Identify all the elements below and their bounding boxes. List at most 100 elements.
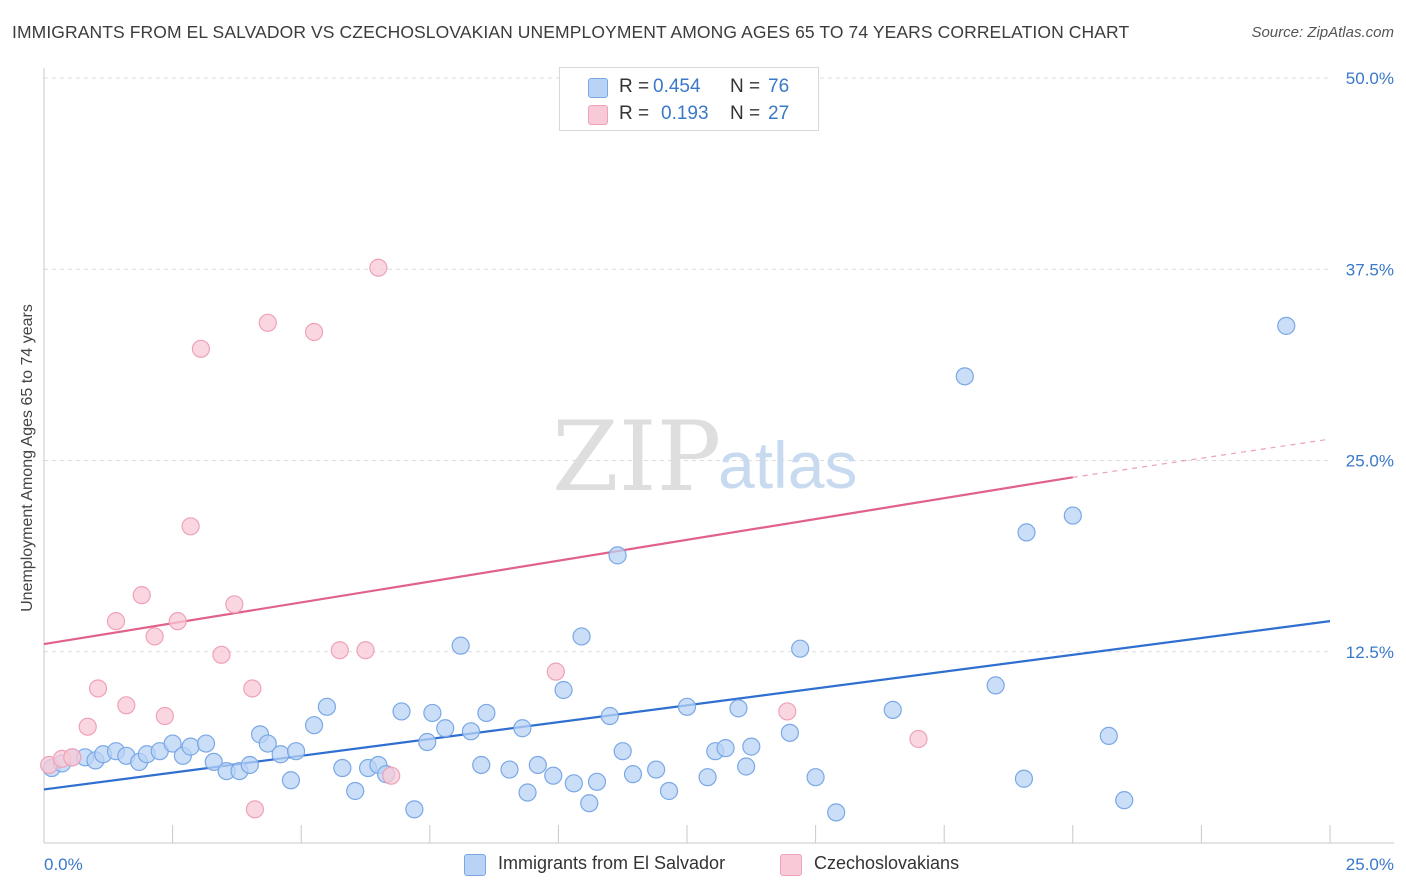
data-point-el-salvador xyxy=(698,768,717,787)
data-point-el-salvador xyxy=(317,697,337,716)
x-tick-label-max: 25.0% xyxy=(1346,855,1394,874)
trend-line-czechoslovakians-extension xyxy=(1072,438,1331,478)
data-point-czechoslovakians xyxy=(145,627,164,646)
legend-r-value: 0.193 xyxy=(661,103,709,124)
data-point-czechoslovakians xyxy=(78,717,97,736)
chart-title: IMMIGRANTS FROM EL SALVADOR VS CZECHOSLO… xyxy=(12,22,1130,42)
data-point-el-salvador xyxy=(986,676,1005,695)
data-point-el-salvador xyxy=(827,803,846,822)
data-point-el-salvador xyxy=(1115,791,1134,810)
data-point-el-salvador xyxy=(528,755,547,775)
data-point-el-salvador xyxy=(1017,523,1036,542)
data-point-czechoslovakians xyxy=(63,748,82,767)
data-point-el-salvador xyxy=(196,734,216,753)
correlation-legend: R = 0.454 N = 76 R = 0.193 N = 27 xyxy=(559,67,819,131)
data-point-el-salvador xyxy=(240,755,259,775)
data-point-czechoslovakians xyxy=(168,612,187,631)
legend-row-czechoslovakians: R = 0.193 N = 27 xyxy=(560,101,818,127)
trend-line-czechoslovakians xyxy=(43,476,1073,646)
data-point-el-salvador xyxy=(181,737,200,756)
data-point-el-salvador xyxy=(716,739,735,758)
data-point-czechoslovakians xyxy=(243,679,262,698)
y-tick-labels: 12.5% 25.0% 37.5% 50.0% xyxy=(1346,69,1394,662)
data-point-czechoslovakians xyxy=(132,586,151,605)
data-point-el-salvador xyxy=(271,745,290,764)
legend-label-czechoslovakians: Czechoslovakians xyxy=(814,853,960,873)
data-point-czechoslovakians xyxy=(382,766,401,785)
data-point-el-salvador xyxy=(392,702,411,721)
data-point-el-salvador xyxy=(742,737,761,756)
data-point-el-salvador xyxy=(608,546,627,565)
y-tick-label: 50.0% xyxy=(1346,69,1394,88)
data-point-el-salvador xyxy=(477,703,496,723)
data-point-el-salvador xyxy=(806,768,825,787)
data-point-el-salvador xyxy=(737,757,756,776)
legend-swatch-blue xyxy=(588,78,608,98)
data-point-el-salvador xyxy=(423,703,442,723)
data-point-el-salvador xyxy=(554,680,573,700)
data-point-czechoslovakians xyxy=(117,696,136,715)
legend-row-el-salvador: R = 0.454 N = 76 xyxy=(560,74,818,100)
data-point-el-salvador xyxy=(659,781,679,801)
data-point-czechoslovakians xyxy=(212,645,231,664)
legend-n-value: 76 xyxy=(768,76,790,97)
y-tick-label: 37.5% xyxy=(1346,260,1394,279)
data-point-el-salvador xyxy=(647,760,666,779)
series-legend: Immigrants from El Salvador Czechoslovak… xyxy=(0,852,1406,878)
axes xyxy=(43,68,1394,844)
data-point-el-salvador xyxy=(564,774,583,793)
data-point-czechoslovakians xyxy=(778,702,797,721)
data-point-czechoslovakians xyxy=(356,641,375,660)
data-point-el-salvador xyxy=(600,706,619,726)
data-point-czechoslovakians xyxy=(155,706,174,726)
legend-r-label: R = xyxy=(619,103,650,124)
data-point-el-salvador xyxy=(580,794,599,813)
data-point-el-salvador xyxy=(955,367,974,386)
data-point-el-salvador xyxy=(544,766,563,785)
data-point-el-salvador xyxy=(572,627,591,646)
data-point-el-salvador xyxy=(333,758,352,778)
y-tick-label: 25.0% xyxy=(1346,452,1394,471)
x-tick-label-min: 0.0% xyxy=(44,855,83,874)
data-point-el-salvador xyxy=(204,752,223,772)
legend-n-value: 27 xyxy=(768,103,790,124)
data-point-el-salvador xyxy=(1014,769,1034,788)
data-point-czechoslovakians xyxy=(258,313,277,332)
watermark-atlas: atlas xyxy=(718,428,857,502)
data-point-el-salvador xyxy=(780,723,799,742)
data-point-el-salvador xyxy=(281,771,301,790)
legend-swatch-pink xyxy=(588,105,608,125)
watermark-zip: ZIP xyxy=(552,401,721,513)
data-point-czechoslovakians xyxy=(330,641,349,660)
legend-swatch-blue xyxy=(464,854,486,876)
data-point-el-salvador xyxy=(677,697,697,716)
data-point-el-salvador xyxy=(418,732,437,752)
data-point-el-salvador xyxy=(286,742,306,761)
data-point-czechoslovakians xyxy=(225,595,244,614)
data-point-el-salvador xyxy=(587,772,607,791)
data-point-el-salvador xyxy=(163,734,182,753)
data-point-el-salvador xyxy=(513,719,532,738)
series-el-salvador xyxy=(42,316,1296,822)
legend-n-label: N = xyxy=(730,103,761,124)
legend-r-label: R = xyxy=(619,76,650,97)
source-label: Source: ZipAtlas.com xyxy=(1251,24,1394,41)
legend-n-label: N = xyxy=(730,76,761,97)
legend-label-el-salvador: Immigrants from El Salvador xyxy=(498,853,726,873)
data-point-el-salvador xyxy=(258,734,277,753)
data-point-el-salvador xyxy=(405,800,424,819)
data-point-czechoslovakians xyxy=(88,679,108,698)
series-czechoslovakians xyxy=(40,68,928,819)
legend-r-value: 0.454 xyxy=(653,76,701,97)
data-point-el-salvador xyxy=(729,699,748,718)
data-point-czechoslovakians xyxy=(191,339,210,358)
data-point-el-salvador xyxy=(500,760,519,779)
data-point-el-salvador xyxy=(613,742,632,761)
gridlines xyxy=(44,77,1330,653)
data-point-czechoslovakians xyxy=(106,612,126,631)
data-point-el-salvador xyxy=(1063,506,1082,525)
data-point-el-salvador xyxy=(518,783,537,802)
data-point-el-salvador xyxy=(304,716,324,735)
data-point-czechoslovakians xyxy=(369,258,388,277)
data-point-czechoslovakians xyxy=(304,322,324,342)
